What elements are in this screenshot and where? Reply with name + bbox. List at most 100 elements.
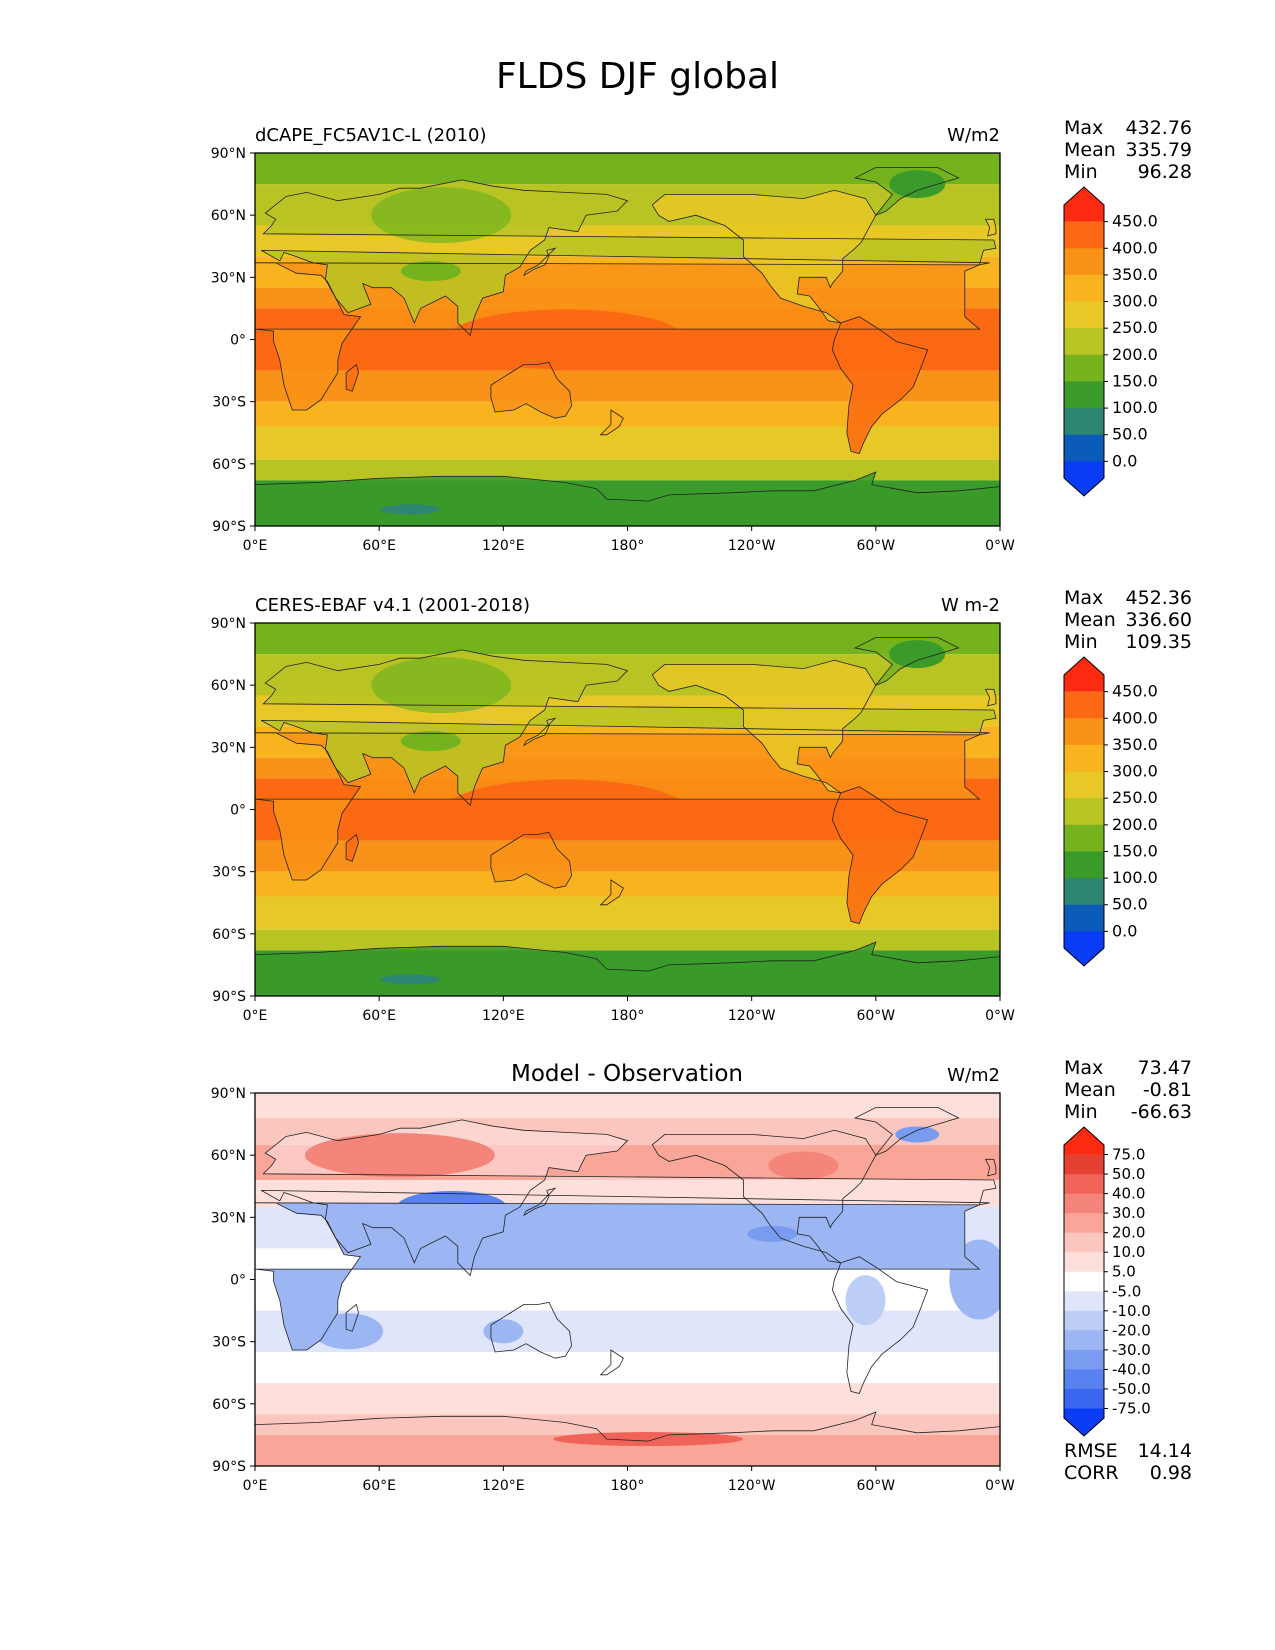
colorbar-segment: [1064, 1291, 1104, 1312]
field-band: [255, 426, 1000, 460]
lat-tick-label: 30°N: [211, 740, 246, 756]
coastline-uk: [984, 218, 997, 237]
panel-units: W/m2: [947, 125, 1000, 146]
coastline-eurasia: [261, 1119, 997, 1277]
coastline-eurasia: [261, 649, 997, 807]
colorbar-label: 75.0: [1112, 1146, 1145, 1164]
colorbar-extend-bottom: [1064, 1408, 1104, 1436]
panel-units: W/m2: [947, 1065, 1000, 1086]
lat-tick-label: 90°N: [211, 1086, 246, 1102]
colorbar-label: -50.0: [1112, 1380, 1151, 1398]
coastline-japan: [523, 247, 557, 277]
coastline-samerica: [831, 786, 929, 924]
colorbar-segment: [1064, 1330, 1104, 1351]
coastline-uk: [984, 1158, 997, 1177]
stat-mean-label: Mean: [1064, 1079, 1116, 1101]
panel-left-title: dCAPE_FC5AV1C-L (2010): [255, 125, 487, 146]
stat-max-label: Max: [1064, 117, 1104, 139]
figure-title: FLDS DJF global: [495, 56, 780, 97]
land-shading-antarctica: [255, 942, 1000, 996]
colorbar-label: 400.0: [1112, 708, 1158, 727]
lon-tick-label: 60°W: [856, 1008, 895, 1024]
land-shading-uk: [985, 689, 996, 706]
lat-tick-label: 0°: [230, 803, 246, 819]
diff-neg-indian: [313, 1313, 384, 1350]
land-shading-antarctica: [255, 472, 1000, 526]
panel-difference-map: Model - Observation W/m2 90°N 60°N 30°N 0° 3…: [211, 1061, 1151, 1494]
coastline-newzealand: [599, 879, 624, 906]
lat-tick-label: 30°S: [212, 1335, 246, 1351]
lat-tick-label: 60°N: [211, 678, 246, 694]
colorbar: 450.0 400.0 350.0 300.0 250.0 200.0 150.0 100.0…: [1063, 186, 1158, 497]
colorbar-label: -75.0: [1112, 1399, 1151, 1417]
cold-spot-tibet: [400, 731, 461, 752]
coastline-japan: [523, 1187, 557, 1217]
colorbar-label: 350.0: [1112, 735, 1158, 754]
cold-spot-tibet: [400, 261, 461, 282]
lon-tick-label: 0°E: [243, 1008, 268, 1024]
colorbar-segment: [1064, 301, 1104, 329]
stat-min-value: 96.28: [1137, 161, 1192, 183]
colorbar-label: 0.0: [1112, 921, 1137, 940]
colorbar-segment: [1064, 434, 1104, 462]
colorbar-label: -20.0: [1112, 1321, 1151, 1339]
colorbar-segment: [1064, 1193, 1104, 1214]
stat-max-label: Max: [1064, 1057, 1104, 1079]
colorbar-extend-bottom: [1064, 931, 1104, 966]
colorbar-label: 0.0: [1112, 451, 1137, 470]
colorbar-label: -40.0: [1112, 1360, 1151, 1378]
lat-tick-label: 90°S: [212, 519, 246, 535]
cold-spot-antarctica: [380, 504, 441, 515]
colorbar-segment: [1064, 1252, 1104, 1273]
land-shading-madagascar: [346, 834, 359, 862]
colorbar-label: 150.0: [1112, 841, 1158, 860]
map-field: [255, 623, 1000, 996]
stat-mean-label: Mean: [1064, 139, 1116, 161]
stat-mean-label: Mean: [1064, 609, 1116, 631]
coastline-eurasia: [261, 179, 997, 337]
stat-mean-value: 335.79: [1125, 139, 1192, 161]
map-field: [255, 153, 1000, 526]
coastline-africa: [255, 732, 981, 881]
lat-tick-label: 90°N: [211, 146, 246, 162]
colorbar-outline: [1063, 656, 1105, 967]
colorbar-label: 50.0: [1112, 425, 1148, 444]
colorbar-segment: [1064, 1388, 1104, 1409]
stat-min-value: -66.63: [1130, 1101, 1192, 1123]
corr-value: 0.98: [1149, 1462, 1192, 1484]
colorbar-segment: [1064, 744, 1104, 773]
colorbar-label: 400.0: [1112, 238, 1158, 257]
stat-max-value: 432.76: [1125, 117, 1192, 139]
coastline-newzealand: [599, 1349, 624, 1376]
coastline-greenland: [853, 1107, 960, 1157]
diff-neg-mexico: [747, 1225, 798, 1242]
colorbar-segment: [1064, 221, 1104, 249]
lon-tick-label: 0°W: [985, 1478, 1015, 1494]
land-shading-newzealand: [600, 880, 624, 905]
colorbar-segment: [1064, 851, 1104, 879]
colorbar-segment: [1064, 1349, 1104, 1370]
diff-pos-ross: [553, 1432, 744, 1447]
lon-tick-label: 120°E: [482, 538, 525, 554]
stat-max-label: Max: [1064, 587, 1104, 609]
coastline-africa: [255, 1202, 981, 1351]
panel-observation-map: CERES-EBAF v4.1 (2001-2018) W m-2 90°N 60…: [211, 595, 1158, 1024]
rmse-label: RMSE: [1064, 1440, 1118, 1462]
lon-tick-label: 0°E: [243, 1478, 268, 1494]
field-band: [255, 1352, 1000, 1384]
cold-spot-greenland: [889, 170, 946, 199]
colorbar-outline: [1063, 1126, 1105, 1437]
coastline-greenland: [853, 637, 960, 687]
coastline-australia: [490, 831, 573, 889]
coastline-australia: [490, 1301, 573, 1359]
colorbar-segment: [1064, 1310, 1104, 1331]
cold-spot-siberia: [371, 187, 512, 244]
colorbar-extend-top: [1064, 657, 1104, 692]
coastline-namerica: [651, 189, 877, 324]
colorbar-label: -30.0: [1112, 1341, 1151, 1359]
land-shading-samerica: [832, 316, 928, 454]
lon-tick-label: 120°W: [728, 538, 776, 554]
colorbar-segment: [1064, 1369, 1104, 1390]
lat-tick-label: 60°S: [212, 927, 246, 943]
colorbar-segment: [1064, 1213, 1104, 1234]
